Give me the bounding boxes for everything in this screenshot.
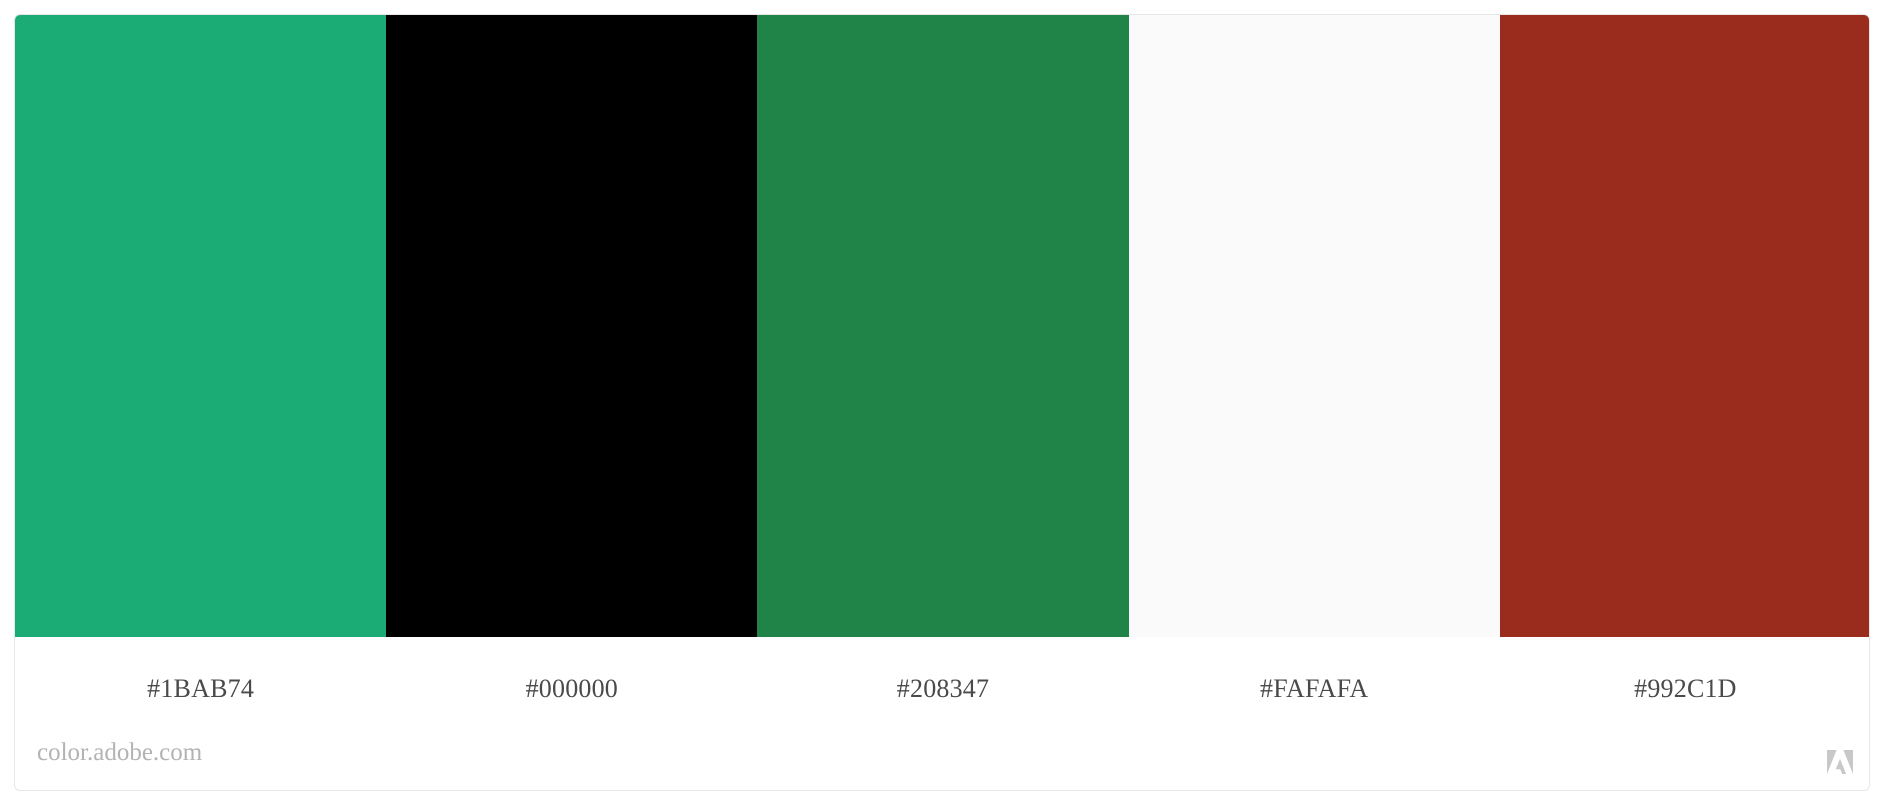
swatch-4[interactable] bbox=[1128, 15, 1500, 637]
hex-label-cell-4: #FAFAFA bbox=[1129, 637, 1500, 737]
swatch-5[interactable] bbox=[1499, 15, 1869, 637]
hex-label-row: #1BAB74 #000000 #208347 #FAFAFA #992C1D bbox=[15, 637, 1869, 737]
site-brand-link[interactable]: color.adobe.com bbox=[37, 739, 203, 766]
hex-code-3: #208347 bbox=[896, 674, 990, 703]
swatch-3[interactable] bbox=[757, 15, 1129, 637]
hex-code-1: #1BAB74 bbox=[147, 674, 255, 703]
hex-label-cell-2: #000000 bbox=[386, 637, 757, 737]
hex-label-cell-3: #208347 bbox=[757, 637, 1128, 737]
swatch-2[interactable] bbox=[386, 15, 758, 637]
adobe-logo-icon bbox=[1827, 750, 1853, 774]
hex-label-cell-1: #1BAB74 bbox=[15, 637, 386, 737]
swatch-row bbox=[15, 15, 1869, 637]
hex-code-2: #000000 bbox=[525, 674, 618, 703]
hex-code-5: #992C1D bbox=[1634, 674, 1737, 703]
palette-card: #1BAB74 #000000 #208347 #FAFAFA #992C1D … bbox=[14, 14, 1870, 791]
hex-label-cell-5: #992C1D bbox=[1500, 637, 1869, 737]
swatch-1[interactable] bbox=[15, 15, 387, 637]
hex-code-4: #FAFAFA bbox=[1260, 674, 1369, 703]
